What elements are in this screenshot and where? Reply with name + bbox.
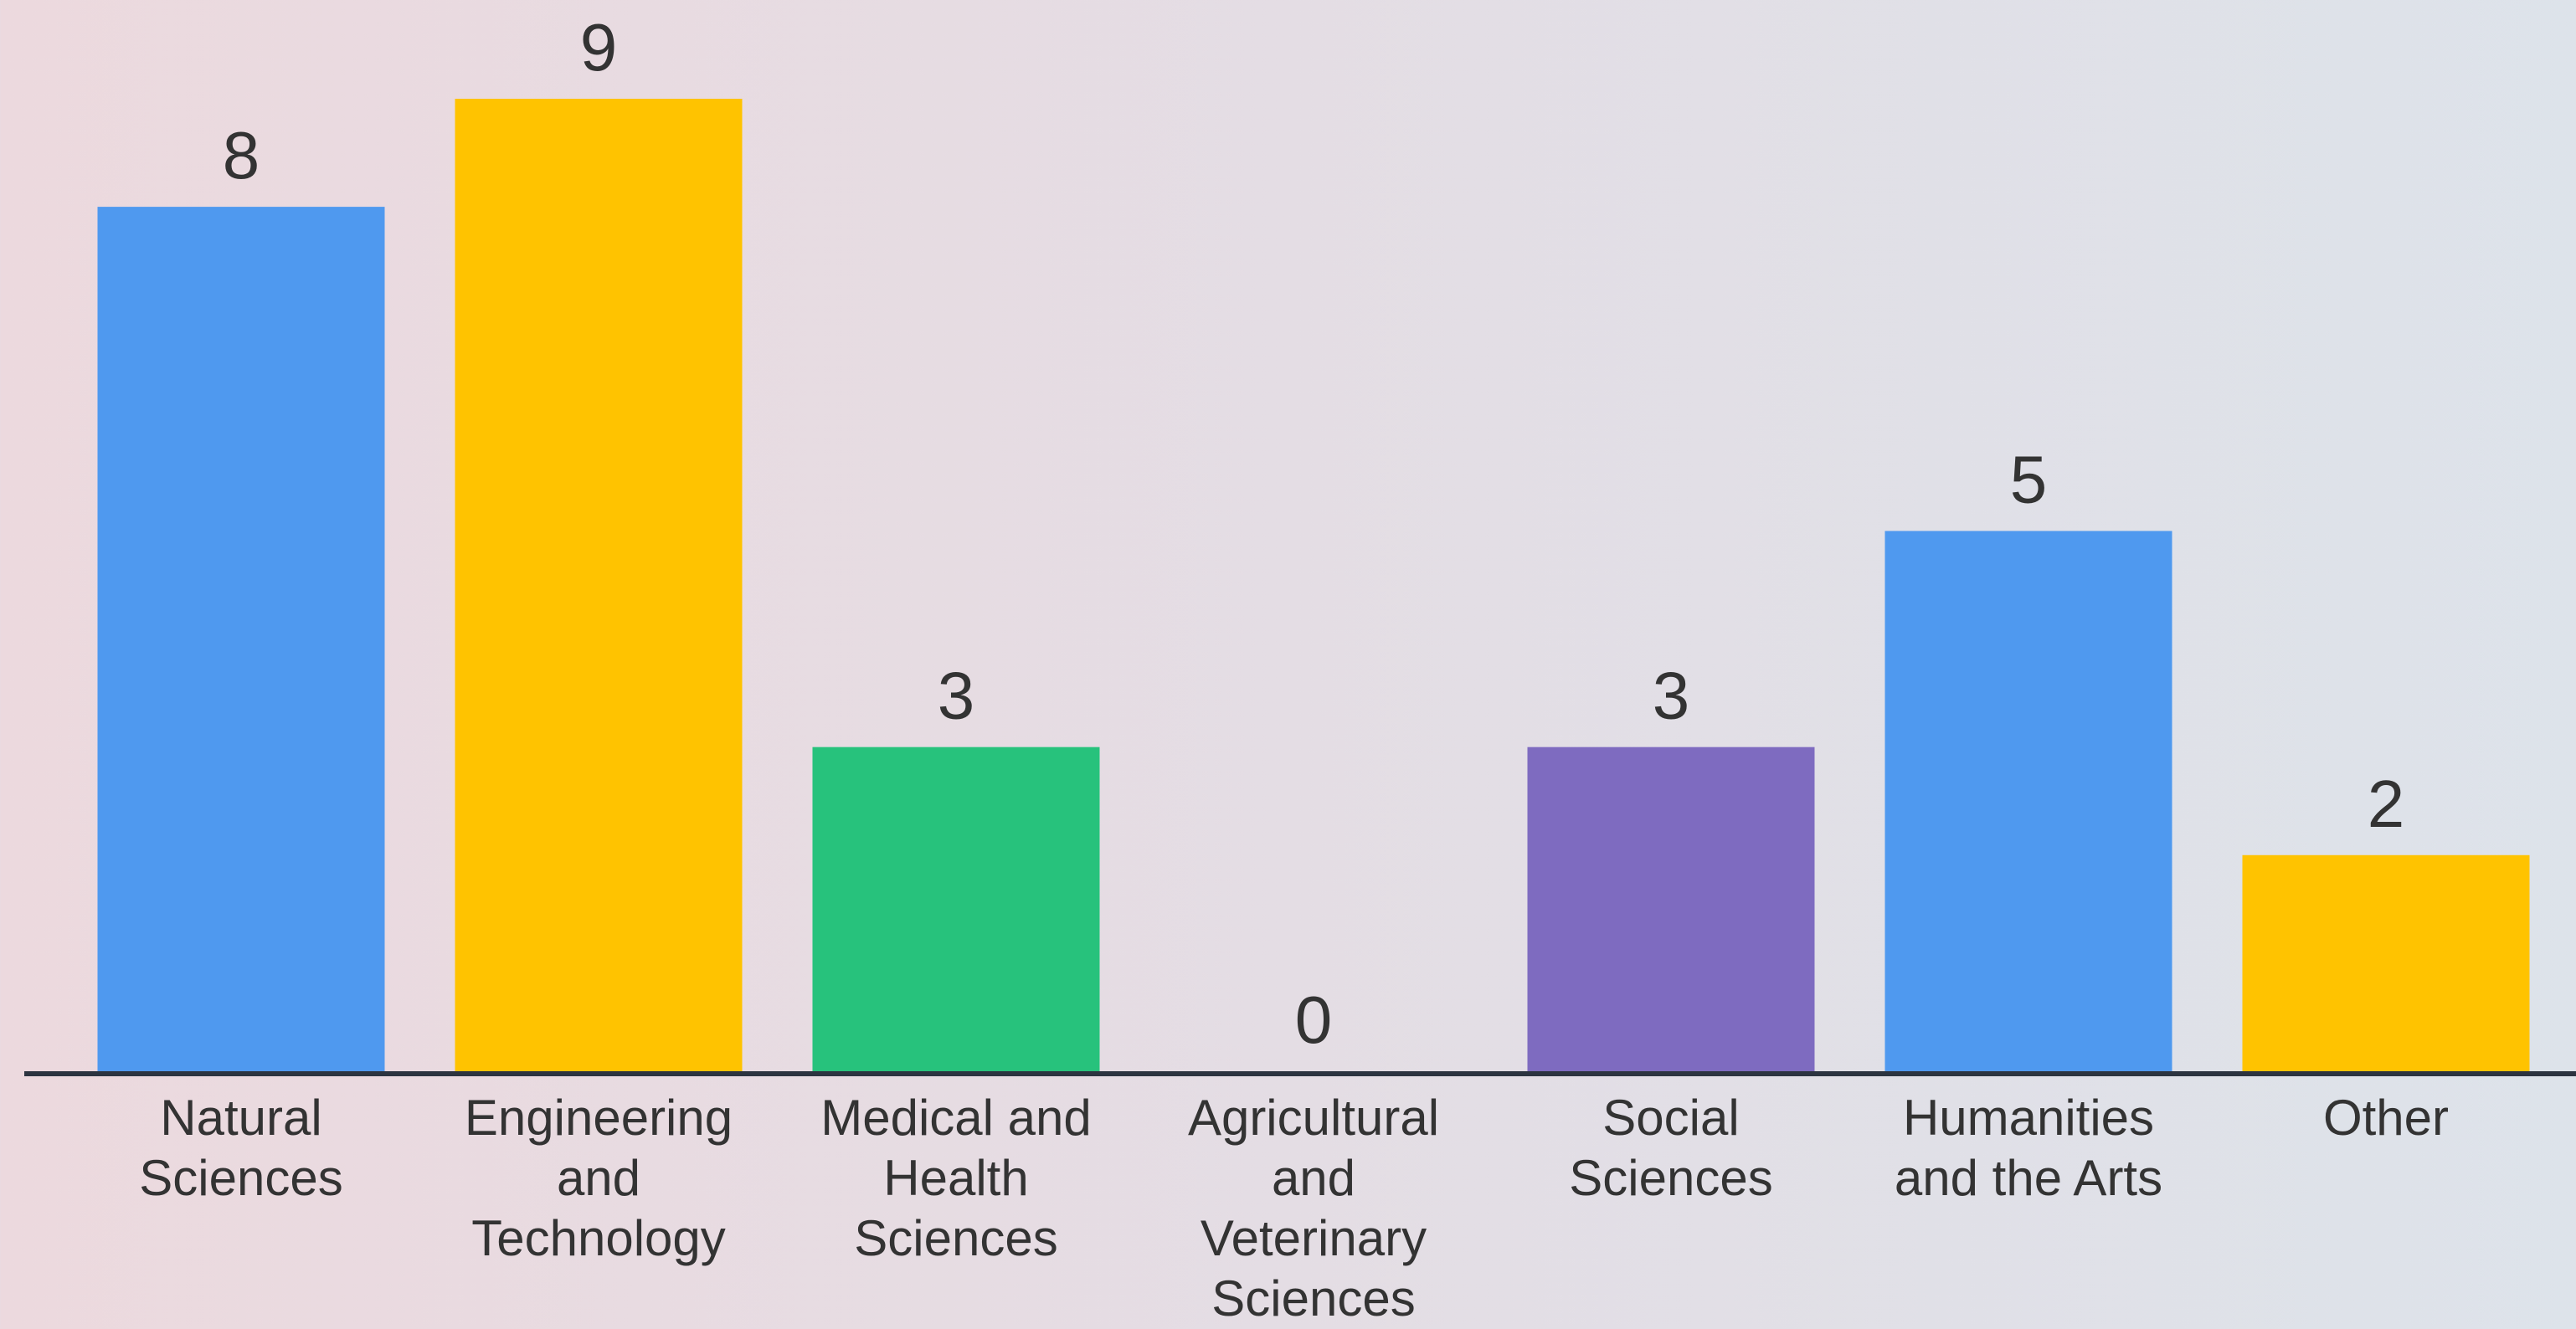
- category-label: Medical and Health Sciences: [805, 1088, 1107, 1269]
- category-label: Agricultural and Veterinary Sciences: [1163, 1088, 1464, 1329]
- value-label: 2: [2368, 767, 2405, 841]
- page: 8930352 (() => { const data = JSON.parse…: [0, 0, 2576, 1321]
- category-label: Natural Sciences: [90, 1088, 392, 1208]
- bar: [2243, 855, 2530, 1071]
- bar: [1528, 747, 1815, 1071]
- bar: [813, 747, 1100, 1071]
- category-label: Humanities and the Arts: [1878, 1088, 2179, 1208]
- value-label: 5: [2010, 442, 2048, 516]
- bar: [98, 207, 385, 1071]
- value-label: 0: [1295, 983, 1333, 1057]
- category-label: Other: [2235, 1088, 2537, 1148]
- bar: [1885, 531, 2172, 1071]
- value-label: 3: [938, 659, 975, 733]
- category-label: Social Sciences: [1520, 1088, 1822, 1208]
- value-label: 8: [223, 118, 260, 192]
- bar: [455, 99, 743, 1071]
- value-label: 3: [1653, 659, 1690, 733]
- category-label: Engineering and Technology: [448, 1088, 749, 1269]
- value-label: 9: [580, 10, 618, 85]
